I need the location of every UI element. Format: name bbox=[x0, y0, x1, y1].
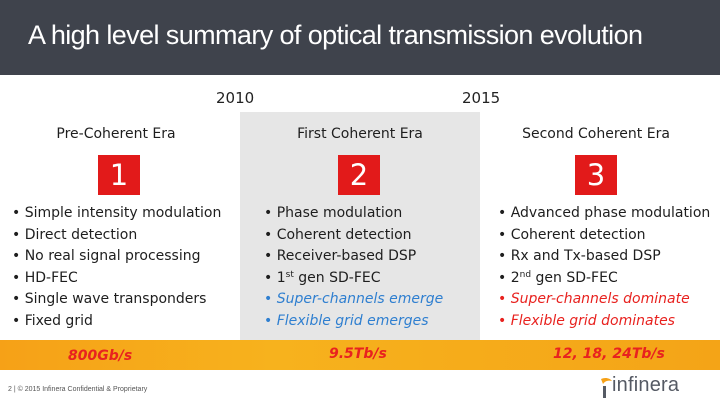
era-title: First Coherent Era bbox=[297, 126, 423, 142]
feature-item: • Receiver-based DSP bbox=[264, 248, 417, 265]
feature-item-dominant: • Flexible grid dominates bbox=[498, 312, 675, 329]
feature-item-emerging: • Super-channels emerge bbox=[264, 291, 444, 308]
feature-item-suffix: gen SD-FEC bbox=[531, 269, 618, 286]
feature-item: • 1st gen SD-FEC bbox=[264, 268, 443, 290]
capacity-value: 800Gb/s bbox=[68, 348, 133, 364]
feature-item: • Simple intensity modulation bbox=[12, 205, 222, 221]
feature-item: • Coherent detection bbox=[498, 226, 646, 243]
era-column-first-coherent: First Coherent Era 2 • Phase modulation … bbox=[240, 112, 480, 340]
capacity-value: 9.5Tb/s bbox=[329, 346, 387, 362]
capacity-value: 12, 18, 24Tb/s bbox=[553, 346, 665, 362]
feature-list: • Simple intensity modulation • Direct d… bbox=[12, 203, 221, 333]
feature-item: • Rx and Tx-based DSP bbox=[498, 248, 661, 265]
feature-item: • Coherent detection bbox=[264, 226, 412, 243]
feature-item-prefix: • 1 bbox=[264, 269, 286, 286]
feature-list: • Phase modulation • Coherent detection … bbox=[264, 203, 443, 333]
era-title: Second Coherent Era bbox=[522, 126, 670, 142]
era-column-pre-coherent: Pre-Coherent Era 1 • Simple intensity mo… bbox=[0, 112, 240, 340]
feature-list: • Advanced phase modulation • Coherent d… bbox=[498, 203, 710, 333]
year-label-2010: 2010 bbox=[216, 89, 255, 107]
capacity-bar: 800Gb/s 9.5Tb/s 12, 18, 24Tb/s bbox=[0, 340, 720, 370]
era-column-second-coherent: Second Coherent Era 3 • Advanced phase m… bbox=[480, 112, 720, 340]
ordinal-suffix: st bbox=[285, 269, 294, 280]
feature-item-dominant: • Super-channels dominate bbox=[498, 291, 690, 308]
logo-wordmark: infinera bbox=[612, 374, 680, 396]
era-number-badge: 1 bbox=[98, 155, 140, 195]
footer-confidentiality: 2 | © 2015 Infinera Confidential & Propr… bbox=[8, 386, 148, 393]
title-bar: A high level summary of optical transmis… bbox=[0, 0, 720, 75]
feature-item: • Single wave transponders bbox=[12, 291, 207, 308]
feature-item: • 2nd gen SD-FEC bbox=[498, 268, 710, 290]
infinera-swoosh-icon bbox=[601, 377, 612, 398]
year-label-2015: 2015 bbox=[462, 89, 501, 107]
infinera-logo: infinera bbox=[598, 374, 716, 402]
feature-item: • Fixed grid bbox=[12, 312, 93, 329]
era-number-badge: 3 bbox=[575, 155, 617, 195]
feature-item-emerging: • Flexible grid emerges bbox=[264, 312, 429, 329]
feature-item: • No real signal processing bbox=[12, 248, 201, 265]
slide-title: A high level summary of optical transmis… bbox=[28, 20, 643, 50]
feature-item: • Phase modulation bbox=[264, 205, 403, 221]
era-number-badge: 2 bbox=[338, 155, 380, 195]
feature-item-prefix: • 2 bbox=[498, 269, 520, 286]
feature-item: • Direct detection bbox=[12, 226, 138, 243]
first-coherent-era-panel bbox=[240, 112, 480, 340]
feature-item: • HD-FEC bbox=[12, 269, 78, 286]
feature-item: • Advanced phase modulation bbox=[498, 205, 711, 221]
feature-item-suffix: gen SD-FEC bbox=[293, 269, 381, 286]
ordinal-suffix: nd bbox=[519, 269, 532, 280]
era-title: Pre-Coherent Era bbox=[56, 126, 176, 142]
